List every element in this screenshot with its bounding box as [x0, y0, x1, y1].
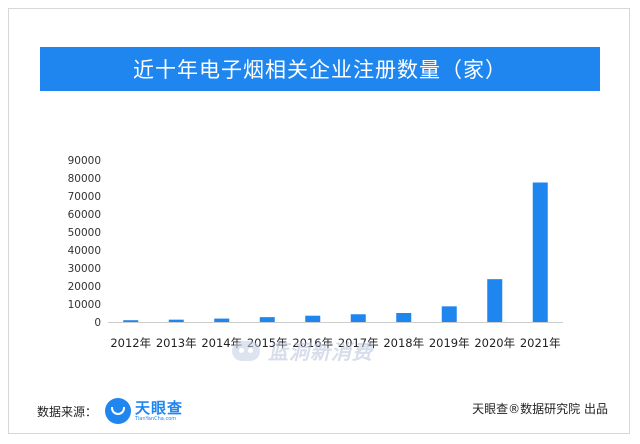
- source-label: 数据来源：: [37, 404, 98, 419]
- y-tick-label: 80000: [68, 173, 101, 185]
- y-tick-label: 30000: [68, 263, 101, 275]
- bar: [350, 314, 366, 322]
- x-tick-label: 2015年: [247, 336, 288, 350]
- bar: [168, 319, 184, 322]
- y-tick-label: 70000: [68, 191, 101, 203]
- x-tick-label: 2012年: [110, 336, 151, 350]
- x-tick-label: 2017年: [338, 336, 379, 350]
- y-tick-label: 60000: [68, 209, 101, 221]
- x-tick-label: 2013年: [156, 336, 197, 350]
- tianyancha-logo-icon: [105, 398, 132, 424]
- logo-name: 天眼查: [135, 399, 184, 417]
- bar: [305, 315, 321, 322]
- x-tick-label: 2021年: [520, 336, 561, 350]
- x-tick-label: 2016年: [292, 336, 333, 350]
- tianyancha-logo: 天眼查 TianYanCha.com: [105, 398, 183, 424]
- bar: [532, 182, 548, 322]
- bar: [259, 317, 275, 322]
- y-tick-label: 20000: [68, 281, 101, 293]
- x-tick-label: 2019年: [429, 336, 470, 350]
- data-source: 数据来源： 天眼查 TianYanCha.com: [37, 398, 183, 424]
- bar: [396, 313, 412, 322]
- bar: [214, 318, 230, 322]
- y-tick-label: 40000: [68, 245, 101, 257]
- credit-text: 天眼查®数据研究院 出品: [472, 402, 608, 416]
- x-tick-label: 2020年: [474, 336, 515, 350]
- bar: [123, 320, 139, 322]
- x-tick-label: 2018年: [383, 336, 424, 350]
- x-tick-label: 2014年: [201, 336, 242, 350]
- chart-title: 近十年电子烟相关企业注册数量（家）: [133, 58, 507, 82]
- y-tick-label: 10000: [68, 299, 101, 311]
- bar: [441, 306, 457, 322]
- y-tick-label: 50000: [68, 227, 101, 239]
- bar: [487, 279, 503, 322]
- y-tick-label: 0: [94, 317, 101, 329]
- chart-title-bar: 近十年电子烟相关企业注册数量（家）: [40, 47, 600, 91]
- logo-url: TianYanCha.com: [135, 416, 177, 422]
- y-tick-label: 90000: [68, 155, 101, 167]
